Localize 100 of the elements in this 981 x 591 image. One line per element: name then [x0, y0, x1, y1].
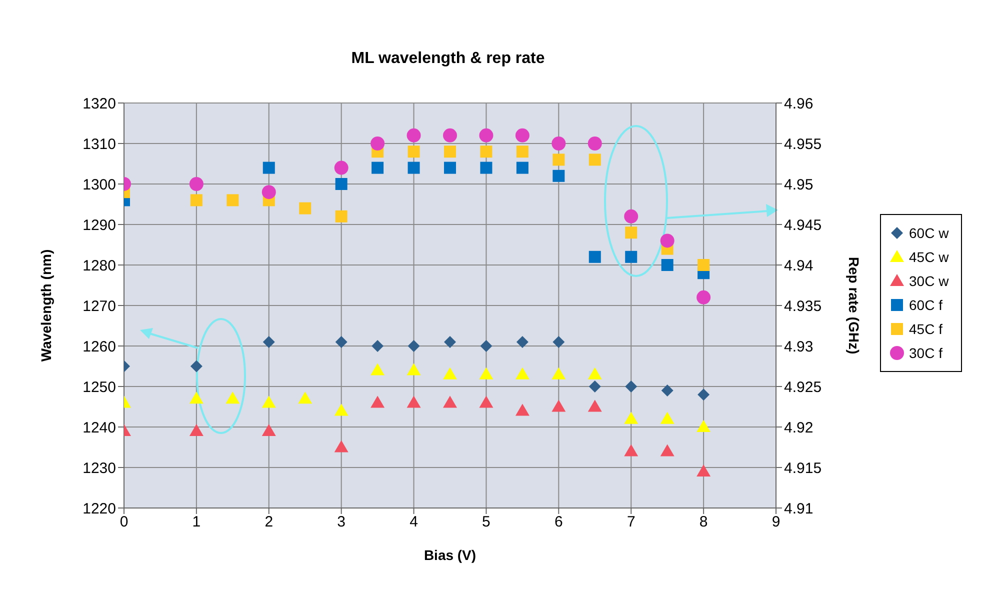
y-axis-title: Wavelength (nm) [38, 249, 54, 362]
point [588, 380, 601, 392]
point [262, 336, 275, 348]
point [372, 340, 384, 352]
y-tick-label: 1230 [82, 460, 116, 477]
y2-tick-label: 4.93 [784, 338, 814, 356]
point [552, 170, 565, 182]
point [696, 464, 711, 477]
y-tick-label: 1310 [82, 136, 116, 153]
point [406, 396, 421, 408]
point [372, 162, 384, 174]
point [298, 392, 312, 404]
point [299, 202, 312, 214]
point [189, 177, 204, 191]
point [516, 336, 528, 348]
y-tick-label: 1290 [82, 216, 116, 234]
point [262, 396, 276, 408]
point [696, 290, 711, 304]
point [661, 384, 674, 397]
y-tick-label: 1220 [82, 500, 116, 518]
point [480, 162, 492, 174]
point [335, 336, 348, 348]
point [408, 340, 420, 352]
point [479, 396, 494, 408]
y-tick-label: 1280 [82, 257, 116, 274]
x-tick-label: 5 [482, 514, 490, 531]
point [334, 404, 348, 416]
legend-label: 30C f [909, 344, 942, 363]
point [625, 226, 638, 239]
point [624, 444, 638, 456]
y2-tick-label: 4.92 [784, 419, 814, 436]
point [479, 128, 494, 142]
point [552, 154, 565, 166]
x-tick-label: 9 [772, 514, 780, 531]
point [335, 210, 348, 222]
point [370, 396, 385, 408]
y2-tick-label: 4.95 [784, 176, 814, 194]
point [334, 440, 348, 452]
legend-label: 45C w [909, 248, 949, 267]
point [660, 412, 674, 424]
y2-tick-label: 4.925 [784, 378, 822, 396]
point [370, 136, 385, 150]
legend-label: 45C f [909, 320, 942, 339]
point [552, 136, 566, 150]
point [406, 128, 421, 142]
point [552, 336, 565, 348]
point [516, 146, 528, 158]
point [226, 392, 240, 404]
point [189, 424, 204, 436]
point [516, 162, 528, 174]
point [444, 336, 456, 348]
point [515, 128, 530, 142]
point [552, 367, 566, 380]
y2-tick-label: 4.915 [784, 460, 822, 477]
legend-label: 30C w [909, 272, 949, 291]
x-tick-label: 2 [264, 514, 274, 531]
point [443, 396, 457, 408]
point [552, 400, 566, 412]
point [443, 367, 457, 380]
point [588, 154, 601, 166]
y-tick-label: 1260 [82, 338, 116, 356]
point [443, 128, 457, 142]
point [262, 424, 276, 436]
point [515, 404, 530, 416]
x-tick-label: 0 [120, 514, 128, 531]
point [624, 412, 638, 424]
y2-tick-label: 4.945 [784, 216, 822, 234]
y2-tick-label: 4.935 [784, 298, 822, 315]
point [408, 146, 420, 158]
point [480, 340, 492, 352]
point [515, 367, 530, 380]
point [588, 136, 602, 150]
x-tick-label: 6 [554, 514, 563, 531]
y-tick-label: 1320 [82, 95, 116, 112]
y-tick-label: 1250 [82, 378, 116, 396]
point [698, 259, 710, 271]
y2-tick-label: 4.91 [784, 500, 814, 518]
y-tick-label: 1300 [82, 176, 116, 194]
point [334, 160, 348, 175]
legend-label: 60C w [909, 224, 949, 243]
point [335, 178, 348, 190]
point [370, 363, 385, 376]
point [660, 234, 674, 248]
point [406, 363, 421, 376]
y-tick-label: 1270 [82, 298, 116, 315]
x-tick-label: 7 [626, 514, 636, 531]
y2-tick-label: 4.94 [784, 257, 814, 274]
point [226, 194, 239, 206]
point [660, 444, 674, 456]
point [262, 162, 275, 174]
point [480, 146, 492, 158]
point [588, 250, 601, 263]
x-tick-label: 1 [192, 514, 201, 531]
y2-tick-label: 4.955 [784, 136, 822, 153]
x-tick-label: 8 [699, 514, 708, 531]
y2-axis-title: Rep rate (GHz) [846, 256, 862, 354]
point [698, 388, 710, 401]
point [262, 185, 276, 200]
point [444, 162, 456, 174]
legend-label: 60C f [909, 296, 942, 315]
